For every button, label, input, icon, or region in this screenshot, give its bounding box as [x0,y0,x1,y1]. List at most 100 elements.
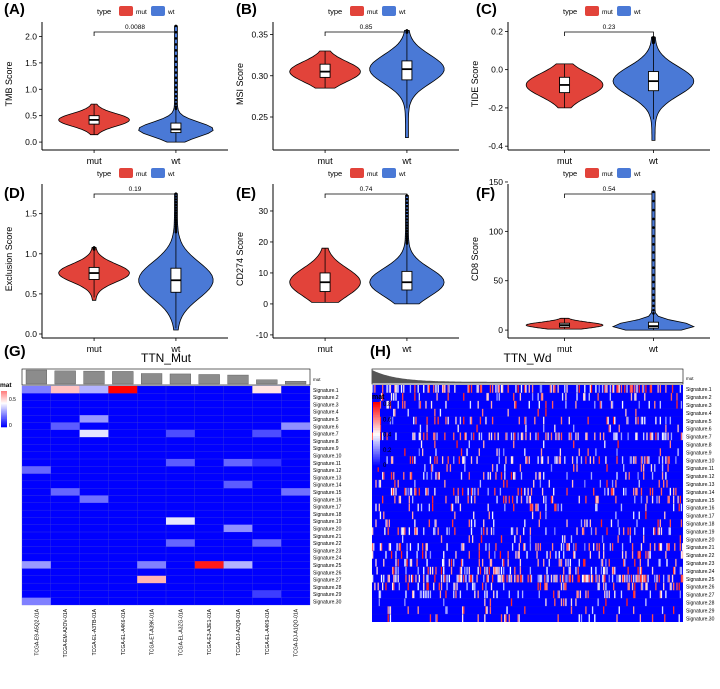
heatmap-cell-value [459,590,462,599]
outlier-point [174,37,178,40]
heatmap-cell-value [649,590,651,599]
row-label: Signature.12 [686,474,715,480]
color-legend-step [373,411,380,414]
heatmap-cell-value [587,416,589,425]
heatmap-cell-value [651,432,654,441]
heatmap-cell-value [517,385,519,393]
heatmap-cell-value [504,503,506,512]
heatmap-cell-value [620,385,623,393]
heatmap-cell-value [539,582,542,591]
heatmap-cell-value [600,558,603,567]
heatmap-cell-value [627,566,629,575]
heatmap-cell-value [587,448,589,457]
heatmap-cell-value [531,385,534,393]
heatmap-cell-value [474,590,476,599]
heatmap-cell-value [414,487,416,496]
heatmap-cell-value [511,456,514,464]
heatmap-cell-value [513,503,515,512]
heatmap-cell-value [395,385,397,393]
heatmap-cell-value [555,456,557,464]
heatmap-cell-value [638,479,640,488]
heatmap-cell-value [646,456,648,464]
heatmap-cell-value [484,590,486,599]
row-label: Signature.14 [686,490,715,496]
heatmap-cell-value [434,440,436,449]
heatmap-cell-value [223,524,253,532]
row-label: Signature.30 [686,616,715,622]
heatmap-cell-value [665,550,667,559]
outlier-point [174,208,178,212]
outlier-point [405,221,409,224]
heatmap-cell-value [503,495,505,504]
heatmap-cell-value [411,495,414,504]
heatmap-cell-value [630,574,633,583]
color-legend-tick: 0.4 [383,433,392,439]
outlier-point [652,299,655,302]
heatmap-cell-value [415,487,417,496]
heatmap-cell-value [620,432,623,441]
heatmap-cell-value [638,385,640,393]
heatmap-cell-value [466,582,468,591]
color-legend-tick: 0.5 [9,397,16,403]
heatmap-cell-value [566,487,568,496]
legend-title: type [563,169,577,178]
outlier-point [652,234,655,238]
heatmap-cell-value [638,550,640,559]
top-annotation-bar [25,369,47,385]
heatmap-cell-value [676,582,678,591]
heatmap-cell-value [670,432,673,441]
heatmap-cell-value [440,582,443,591]
heatmap-cell-value [624,385,626,393]
heatmap-cell-value [477,566,479,575]
heatmap-cell-value [457,574,459,583]
heatmap-cell-value [611,400,614,409]
heatmap-cell-value [605,558,607,567]
color-legend-step [373,432,380,435]
heatmap-cell-value [643,527,645,536]
heatmap-cell-value [558,558,560,567]
heatmap-cell-value [446,582,448,591]
heatmap-cell-value [418,392,420,401]
heatmap-cell-value [661,432,664,441]
legend-label-mut: mut [367,171,378,178]
color-legend-step [373,421,380,424]
heatmap-cell-value [574,550,576,559]
heatmap-cell-value [598,582,600,591]
heatmap-cell-value [417,582,419,591]
outlier-point [174,105,178,109]
outlier-point [652,208,655,212]
heatmap-cell-value [611,385,614,393]
heatmap-cell-value [375,479,377,488]
outlier-point [652,280,655,284]
heatmap-cell-value [478,543,480,551]
heatmap-cell-value [659,519,661,528]
heatmap-cell-value [529,543,532,551]
heatmap-cell-value [437,471,439,480]
heatmap-cell-value [496,392,498,401]
heatmap-cell-value [545,495,547,504]
heatmap-cell-value [500,471,503,480]
heatmap-cell-value [404,400,406,409]
row-label: Signature.1 [313,388,339,394]
heatmap-cell-value [678,582,680,591]
row-label: Signature.19 [313,519,342,525]
heatmap-cell-value [435,385,437,393]
heatmap-cell-value [430,400,433,409]
heatmap-cell-value [611,479,614,488]
heatmap-cell-value [613,416,615,425]
heatmap-cell-value [443,566,445,575]
heatmap-cell-value [635,487,637,496]
heatmap-cell-value [660,543,663,551]
heatmap-cell-value [561,535,564,543]
heatmap-cell-value [499,487,502,496]
heatmap-cell-value [480,527,483,536]
heatmap-cell-value [666,479,668,488]
heatmap-cell-value [480,385,483,393]
heatmap-cell-value [588,392,590,401]
y-axis-title: CD274 Score [235,232,245,286]
heatmap-cell-value [493,519,495,528]
heatmap-cell-value [386,432,388,441]
outlier-point [405,194,409,197]
heatmap-cell-value [426,416,428,425]
